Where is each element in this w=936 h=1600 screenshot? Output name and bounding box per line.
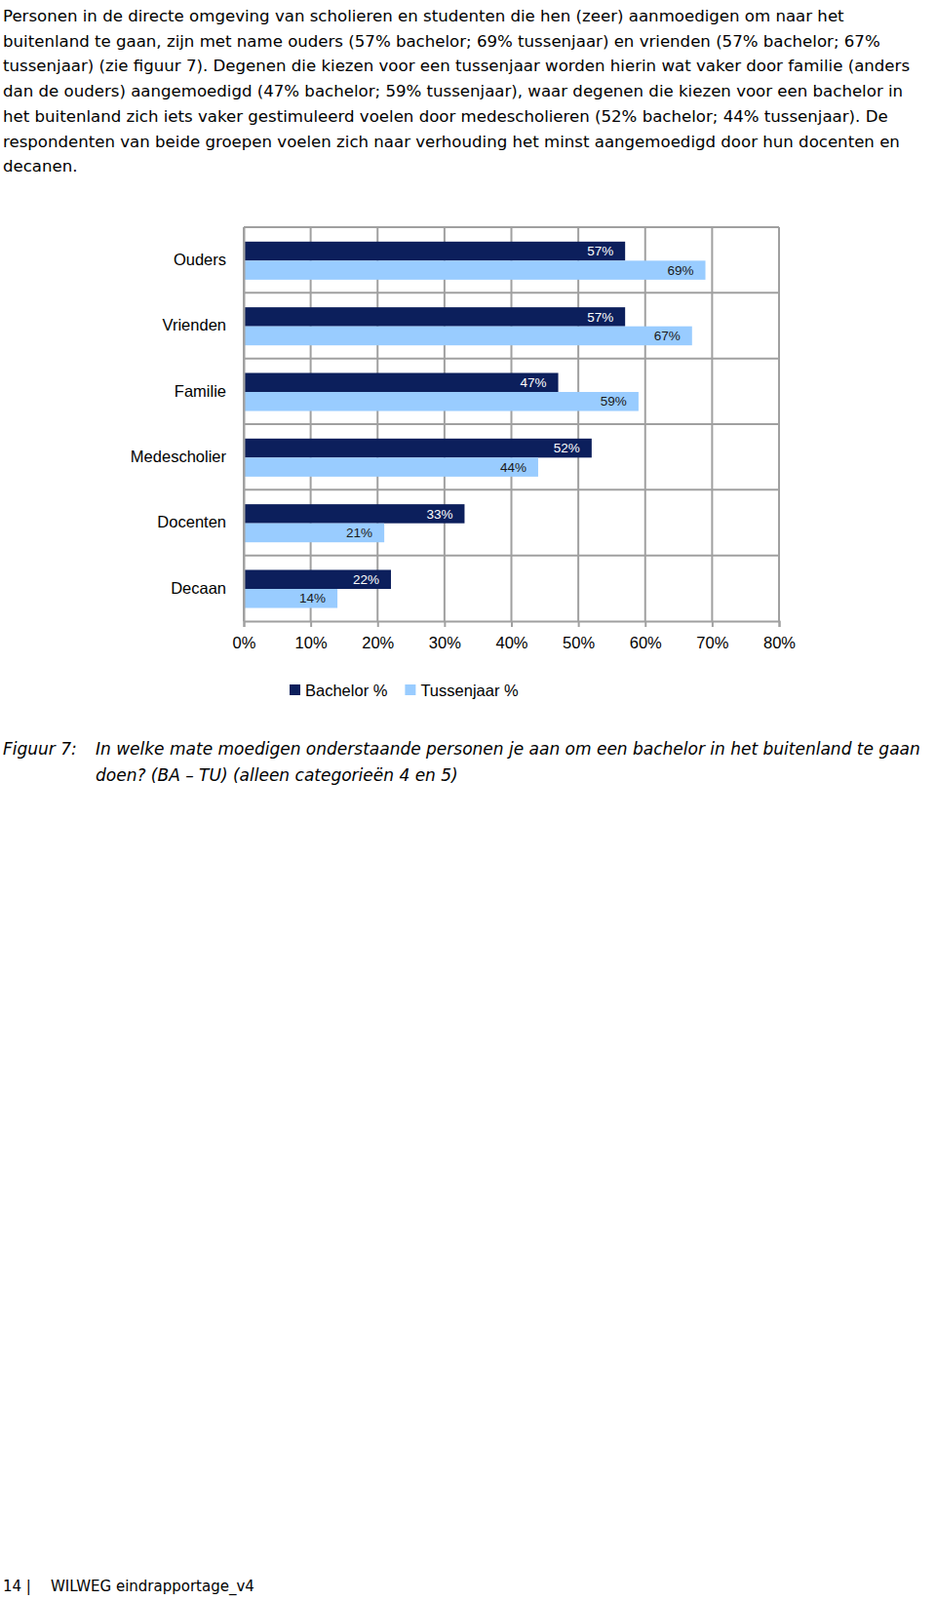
tick-label: 0% xyxy=(233,633,257,652)
tick-mark xyxy=(578,621,581,627)
data-label: 52% xyxy=(553,440,581,456)
tick-mark xyxy=(510,621,513,627)
tick: Ouders xyxy=(173,250,244,269)
bar xyxy=(243,438,592,459)
bar xyxy=(243,307,625,327)
grid-line xyxy=(242,227,245,622)
bar xyxy=(243,372,559,392)
tick-label: 20% xyxy=(361,633,394,652)
footer-text: WILWEG eindrapportage_v4 xyxy=(50,1577,255,1596)
caption-label: Figuur 7: xyxy=(2,736,78,763)
bar xyxy=(243,523,385,544)
tick-mark xyxy=(779,621,781,627)
data-label: 59% xyxy=(600,393,627,409)
bar xyxy=(243,326,693,347)
tick-label: 10% xyxy=(295,633,328,652)
tick-mark xyxy=(243,621,246,627)
tick-label: 60% xyxy=(629,633,663,652)
data-labels: 57% 57% 47% 52% 33% 22% 69% 67% 59% 44% 21% 14% xyxy=(299,243,694,606)
plot-frame xyxy=(243,226,780,229)
category-label: Vrienden xyxy=(162,315,227,334)
category-label: Docenten xyxy=(156,512,227,531)
tick: 80% xyxy=(763,621,796,652)
tick: 0% xyxy=(233,621,257,652)
tick: 40% xyxy=(495,621,528,652)
tick-label: 70% xyxy=(696,633,729,652)
tick-label: 40% xyxy=(495,633,528,652)
tick: Docenten xyxy=(156,512,244,531)
data-label: 33% xyxy=(426,507,453,522)
tick: Vrienden xyxy=(162,315,244,334)
row-separator xyxy=(243,291,780,294)
caption: In welke mate moedigen onderstaande pers… xyxy=(95,736,935,789)
footer-page: 14 | xyxy=(2,1577,32,1596)
data-label: 22% xyxy=(352,572,380,587)
tick-mark xyxy=(644,621,647,627)
bars xyxy=(243,241,706,609)
chart: 57% 57% 47% 52% 33% 22% 69% 67% 59% 44% 21% 14% 0% 10… xyxy=(0,0,936,1600)
axis-line xyxy=(244,622,780,628)
tick: 70% xyxy=(696,621,729,652)
row-separator xyxy=(243,357,780,360)
tick: Medescholier xyxy=(130,447,244,466)
tick-label: 50% xyxy=(562,633,595,652)
tick: Decaan xyxy=(170,579,244,597)
data-label: 67% xyxy=(654,328,681,344)
category-label: Medescholier xyxy=(130,447,228,466)
row-separator xyxy=(243,554,780,557)
bar xyxy=(243,504,465,524)
tick: 50% xyxy=(562,621,595,652)
data-label: 44% xyxy=(500,460,527,475)
bar xyxy=(243,241,625,262)
tick: 60% xyxy=(629,621,663,652)
bar xyxy=(243,457,539,477)
tick-label: 80% xyxy=(763,633,796,652)
tick: 10% xyxy=(295,621,328,652)
axis-line xyxy=(243,228,246,623)
tick: Familie xyxy=(174,382,244,400)
body-text: Personen in de directe omgeving van scho… xyxy=(2,3,932,180)
data-label: 21% xyxy=(346,525,373,541)
data-label: 14% xyxy=(299,590,326,606)
tick: 30% xyxy=(429,621,462,652)
data-label: 69% xyxy=(666,263,694,278)
legend-swatch xyxy=(404,684,416,696)
row-separator xyxy=(243,488,780,491)
x-axis: 0% 10% 20% 30% 40% 50% 60% 70% 80% xyxy=(233,621,797,652)
data-label: 47% xyxy=(520,375,547,390)
bar xyxy=(243,569,391,589)
legend-label: Tussenjaar % xyxy=(420,681,519,700)
tick-mark xyxy=(711,621,714,627)
data-label: 57% xyxy=(586,310,614,325)
y-axis: Ouders Vrienden Familie Medescholier Docente… xyxy=(130,228,245,623)
legend-swatch xyxy=(289,684,301,696)
category-label: Decaan xyxy=(170,579,227,597)
tick-mark xyxy=(310,621,312,627)
bar xyxy=(243,588,338,609)
tick-mark xyxy=(377,621,380,627)
category-label: Familie xyxy=(174,382,227,400)
grid xyxy=(243,227,780,622)
tick: 20% xyxy=(361,621,394,652)
bar xyxy=(243,260,706,280)
bar xyxy=(243,391,639,412)
category-label: Ouders xyxy=(173,250,227,269)
tick-label: 30% xyxy=(429,633,462,652)
row-separator xyxy=(243,423,780,426)
data-label: 57% xyxy=(586,243,614,259)
tick-mark xyxy=(443,621,446,627)
legend-label: Bachelor % xyxy=(305,681,389,700)
legend: Bachelor % Tussenjaar % xyxy=(289,681,519,700)
